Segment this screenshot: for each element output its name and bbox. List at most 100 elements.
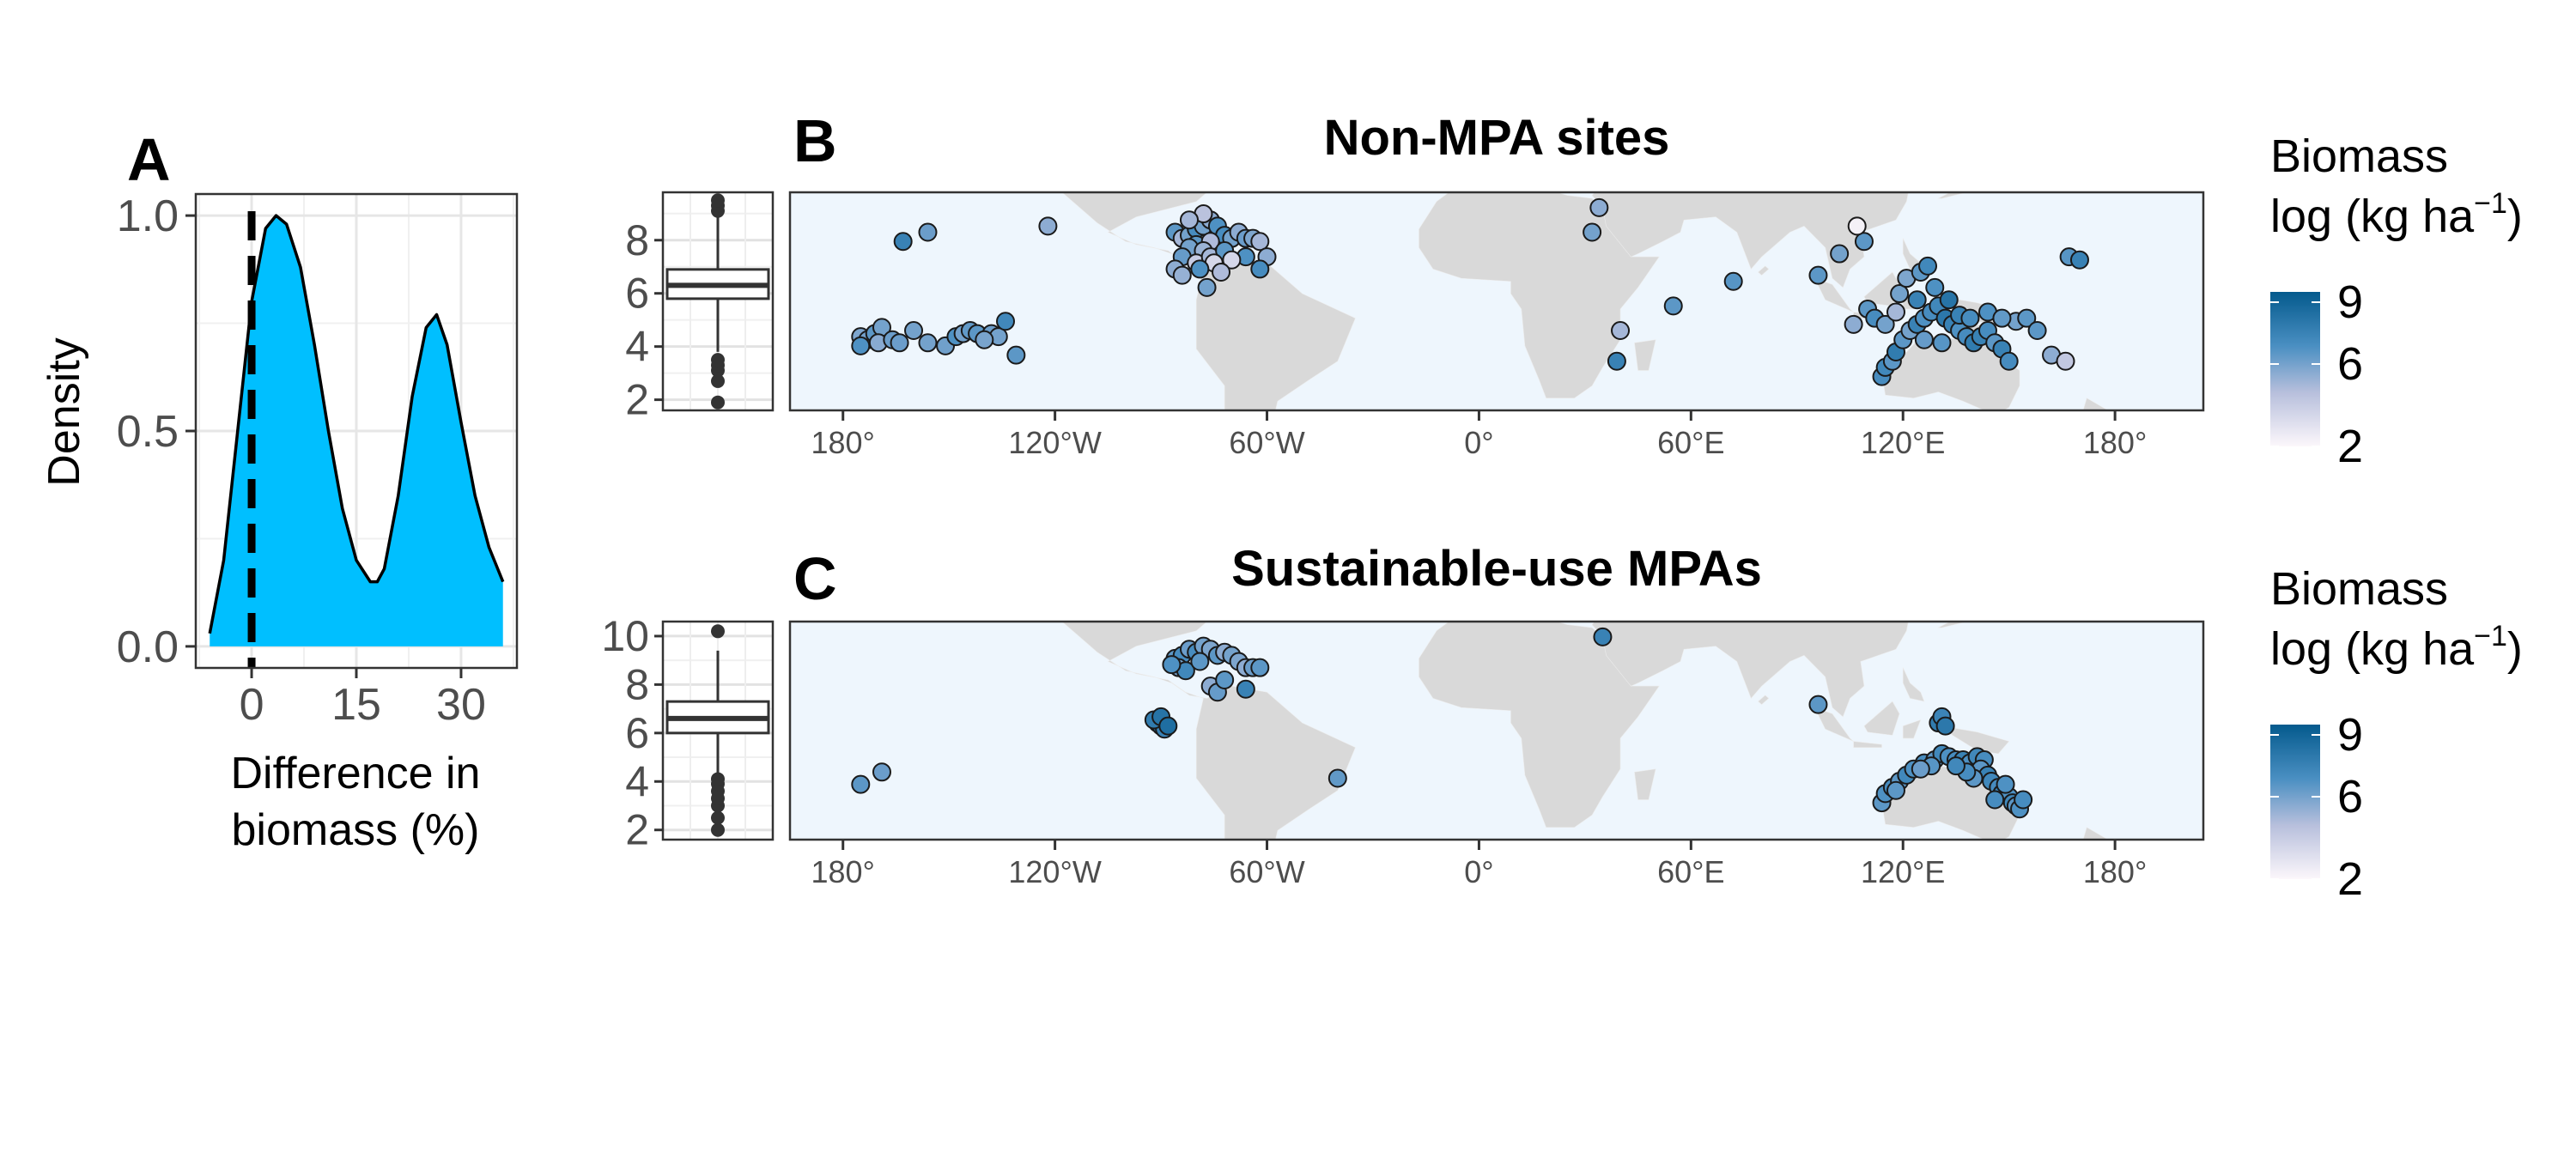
boxplot-outlier (711, 624, 725, 639)
panel-b-site-point (1607, 351, 1626, 371)
panel-b-site-point (1886, 302, 1905, 322)
panel-b-site-point (1854, 232, 1874, 252)
panel-c-map-x-tick-label: 0° (1464, 854, 1493, 889)
panel-b-site-point (1179, 210, 1199, 230)
boxplot-y-tick-label: 2 (625, 376, 649, 424)
panel-c-map: 180° 120°W 60°W 0° 60°E 120°E 180° (788, 483, 2205, 892)
panel-c-map-clip (851, 483, 2115, 892)
legend-title-line1: Biomass (2270, 563, 2448, 615)
panel-c-site-point (1935, 716, 1955, 736)
panel-c-site-point (1250, 658, 1270, 677)
density-y-tick-label: 0.5 (117, 407, 179, 457)
panel-b-letter: B (793, 107, 837, 174)
density-x-axis-label-line1: Difference in (231, 749, 481, 798)
panel-b-title: Non-MPA sites (1324, 110, 1670, 166)
panel-b-site-point (1808, 265, 1828, 285)
boxplot-outlier (711, 810, 725, 825)
panel-c-title: Sustainable-use MPAs (1231, 541, 1762, 597)
panel-b-site-point (1212, 263, 1231, 282)
panel-c-site-point (1593, 627, 1613, 646)
boxplot-outlier (711, 395, 725, 410)
panel-b-site-point (918, 333, 938, 353)
panel-b-site-point (1960, 308, 1980, 328)
panel-b-site-point (1830, 244, 1850, 264)
panel-b-map-x-tick-label: 180° (811, 425, 874, 460)
panel-b-site-point (2027, 320, 2047, 340)
boxplot-y-tick-label: 4 (625, 757, 649, 805)
panel-b-site-point (1999, 351, 2019, 371)
panel-b-site-point (2017, 308, 2037, 328)
legend-title-line2: log (kg ha−1) (2270, 187, 2523, 242)
panel-b-site-point (2069, 250, 2089, 270)
legend-tick-label: 2 (2337, 853, 2363, 905)
panel-b-site-point (1723, 271, 1743, 291)
boxplot-outlier (711, 373, 725, 388)
panel-b-site-point (890, 333, 909, 353)
panel-c-site-point (1190, 652, 1210, 671)
panel-b-map-frame (788, 191, 2205, 412)
panel-c-site-point (1162, 655, 1182, 675)
boxplot-y-tick-label: 6 (625, 270, 649, 318)
panel-b-site-point (996, 312, 1016, 331)
panel-c-letter: C (793, 545, 837, 612)
panel-b-map-x-tick-label: 180° (2083, 425, 2147, 460)
boxplot-y-tick-label: 4 (625, 323, 649, 371)
boxplot-frame (661, 620, 775, 841)
panel-b-site-point (975, 330, 994, 349)
panel-c-map-x-tick-label: 60°W (1229, 854, 1304, 889)
density-plot: 0 15 30 0.0 0.5 1.0 (117, 191, 519, 730)
panel-b-site-point (1918, 256, 1938, 276)
panel-b-site-point (1992, 308, 2012, 328)
legend-colorbar (2270, 725, 2320, 879)
panel-b-map-x-tick-label: 60°W (1229, 425, 1304, 460)
panel-b-site-point (1663, 296, 1683, 316)
density-x-tick-label: 15 (331, 680, 381, 730)
panel-c-site-point (1158, 716, 1178, 736)
panel-b-map-x-tick-label: 120°W (1008, 425, 1101, 460)
density-y-tick-label: 0.0 (117, 622, 179, 672)
panel-b-site-point (1583, 222, 1602, 242)
panel-c-site-point (1996, 774, 2015, 794)
panel-b-site-point (1172, 265, 1192, 285)
panel-b-site-point (918, 222, 938, 242)
panel-b-site-point (1925, 277, 1945, 297)
panel-c-map-x-tick-label: 180° (811, 854, 874, 889)
panel-c-site-point (1236, 679, 1255, 699)
panel-b-site-point (2056, 351, 2075, 371)
density-y-tick-label: 1.0 (117, 191, 179, 241)
panel-b-map-x-tick-label: 0° (1464, 425, 1493, 460)
legend-unit-close: ) (2507, 623, 2523, 675)
panel-c-map-x-tick-label: 120°W (1008, 854, 1101, 889)
legend-tick-label: 9 (2337, 709, 2363, 761)
panel-b-site-point (893, 232, 913, 252)
boxplot-frame (661, 191, 775, 412)
panel-b-site-point (1847, 216, 1867, 236)
panel-c-site-point (2014, 790, 2033, 810)
panel-b-site-point (1038, 216, 1058, 236)
panel-b-site-point (1939, 290, 1959, 310)
boxplot-y-tick-label: 6 (625, 709, 649, 757)
panel-b-map: 180° 120°W 60°W 0° 60°E 120°E 180° (788, 191, 2205, 460)
density-x-tick-label: 30 (436, 680, 486, 730)
panel-b-site-point (1589, 197, 1609, 217)
density-x-axis-label-line2: biomass (%) (232, 805, 480, 855)
density-y-axis-label: Density (39, 337, 89, 486)
legend-title-line1: Biomass (2270, 130, 2448, 182)
panel-b-site-point (1907, 290, 1927, 310)
legend-colorbar (2270, 292, 2320, 446)
panel-b-site-point (1250, 232, 1270, 252)
legend-unit-superscript: −1 (2474, 187, 2507, 220)
panel-b-site-point (1197, 277, 1217, 297)
legend-title-line2: log (kg ha−1) (2270, 620, 2523, 675)
panel-c-site-point (872, 762, 891, 782)
panel-c-site-point (1886, 780, 1905, 800)
boxplot-y-tick-label: 8 (625, 660, 649, 708)
panel-c-site-point (851, 774, 871, 794)
panel-c-map-x-tick-label: 120°E (1861, 854, 1945, 889)
panel-a-letter: A (127, 126, 171, 193)
panel-c-site-point (1911, 759, 1930, 779)
